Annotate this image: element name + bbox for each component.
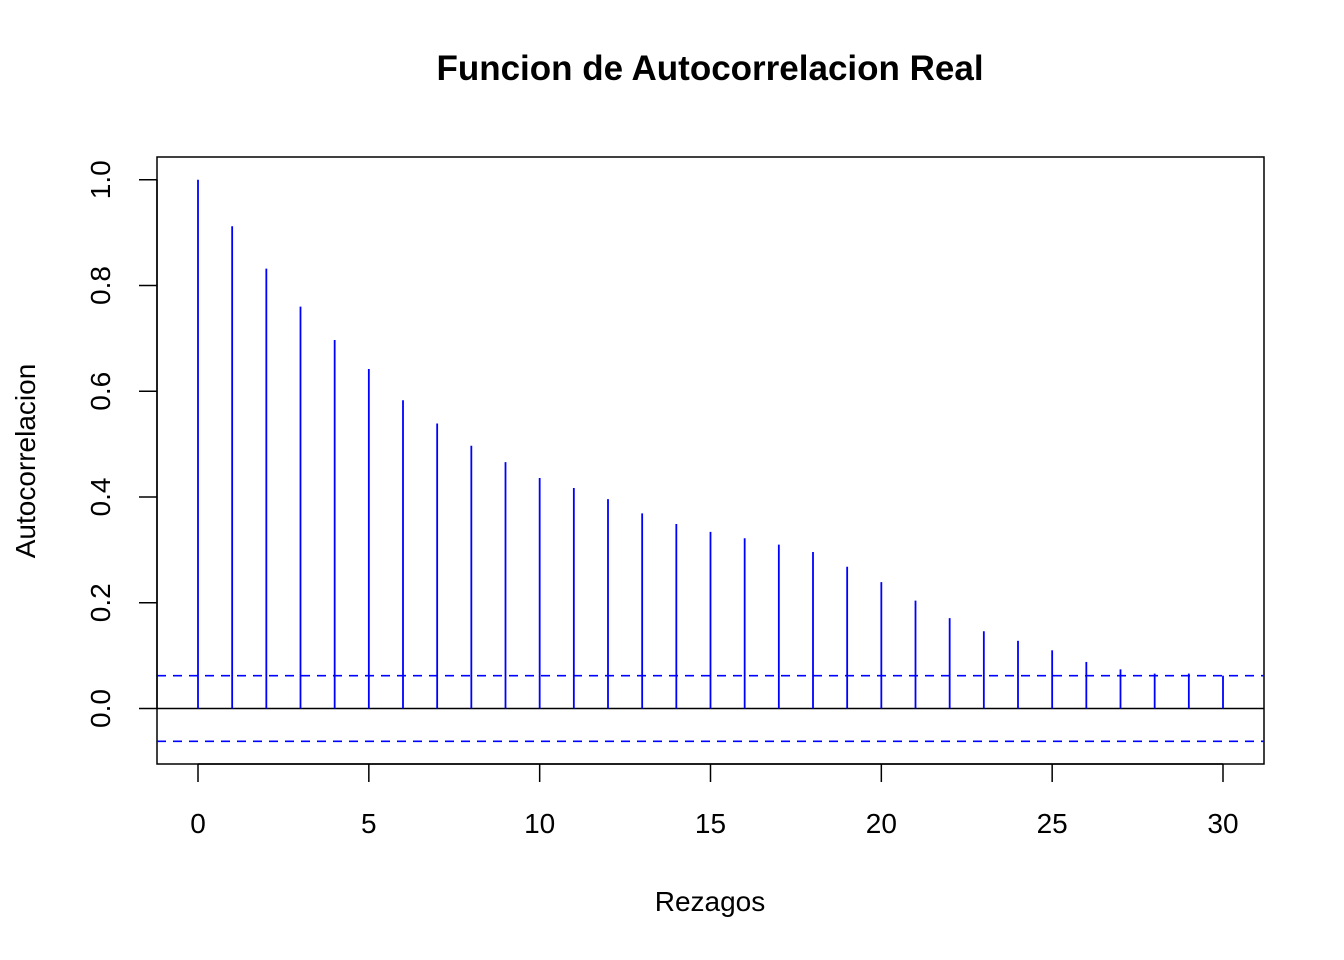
y-tick-label-0.6: 0.6: [85, 372, 116, 411]
x-axis-label: Rezagos: [655, 886, 766, 917]
y-tick-label-0.8: 0.8: [85, 266, 116, 305]
y-tick-label-0.4: 0.4: [85, 478, 116, 517]
x-tick-label-0: 0: [190, 808, 206, 839]
x-tick-label-20: 20: [866, 808, 897, 839]
y-axis: 0.0 0.2 0.4 0.6 0.8 1.0: [85, 160, 158, 728]
y-tick-label-0.2: 0.2: [85, 583, 116, 622]
x-tick-label-25: 25: [1037, 808, 1068, 839]
x-axis: 0 5 10 15 20 25 30: [190, 763, 1239, 839]
x-tick-label-30: 30: [1207, 808, 1238, 839]
x-tick-label-5: 5: [361, 808, 377, 839]
y-axis-label: Autocorrelacion: [10, 364, 41, 559]
acf-bars: [197, 179, 1224, 709]
confidence-bounds: [157, 674, 1264, 743]
y-tick-label-0.0: 0.0: [85, 689, 116, 728]
x-tick-label-15: 15: [695, 808, 726, 839]
chart-title: Funcion de Autocorrelacion Real: [436, 49, 983, 88]
x-tick-label-10: 10: [524, 808, 555, 839]
y-tick-label-1.0: 1.0: [85, 160, 116, 199]
